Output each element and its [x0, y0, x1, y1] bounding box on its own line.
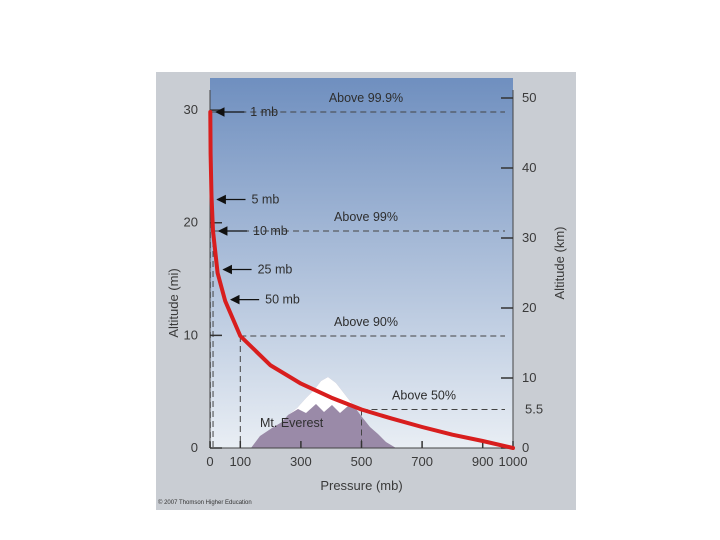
right-tick-label-extra: 5.5 — [525, 402, 543, 417]
left-tick-label: 10 — [184, 327, 198, 342]
mountain-snowcap — [288, 377, 356, 415]
right-y-axis-title: Altitude (km) — [552, 227, 567, 300]
left-tick-label: 0 — [191, 440, 198, 455]
x-tick-label: 700 — [411, 454, 433, 469]
right-tick-label: 0 — [522, 440, 529, 455]
threshold-label: Above 99.9% — [329, 91, 403, 105]
x-tick-label: 100 — [229, 454, 251, 469]
mt-everest-label: Mt. Everest — [260, 416, 324, 430]
threshold-label: Above 99% — [334, 210, 398, 224]
left-tick-label: 20 — [184, 215, 198, 230]
right-tick-label: 50 — [522, 90, 536, 105]
right-tick-label: 30 — [522, 230, 536, 245]
right-tick-label: 40 — [522, 160, 536, 175]
threshold-label: Above 90% — [334, 315, 398, 329]
x-tick-label: 900 — [472, 454, 494, 469]
x-axis-title: Pressure (mb) — [320, 478, 402, 493]
x-tick-label: 0 — [206, 454, 213, 469]
figure-panel: 0 10 20 30 0 10 20 30 40 50 5.5 0 100 300 500 700 900 100… — [156, 72, 576, 510]
x-tick-label: 500 — [351, 454, 373, 469]
threshold-label: Above 50% — [392, 389, 456, 403]
pressure-label: 5 mb — [252, 193, 280, 207]
left-tick-label: 30 — [184, 102, 198, 117]
right-tick-label: 20 — [522, 300, 536, 315]
x-tick-label: 300 — [290, 454, 312, 469]
left-y-axis-title: Altitude (mi) — [166, 268, 181, 337]
pressure-curve — [208, 110, 515, 450]
pressure-label: 10 mb — [253, 224, 288, 238]
plot-background — [210, 78, 513, 448]
right-tick-label: 10 — [522, 370, 536, 385]
mountain-silhouette — [251, 377, 396, 448]
pressure-label: 25 mb — [258, 263, 293, 277]
pressure-label: 1 mb — [250, 105, 278, 119]
copyright-notice: © 2007 Thomson Higher Education — [158, 500, 252, 506]
x-tick-label: 1000 — [499, 454, 528, 469]
pressure-label: 50 mb — [265, 293, 300, 307]
